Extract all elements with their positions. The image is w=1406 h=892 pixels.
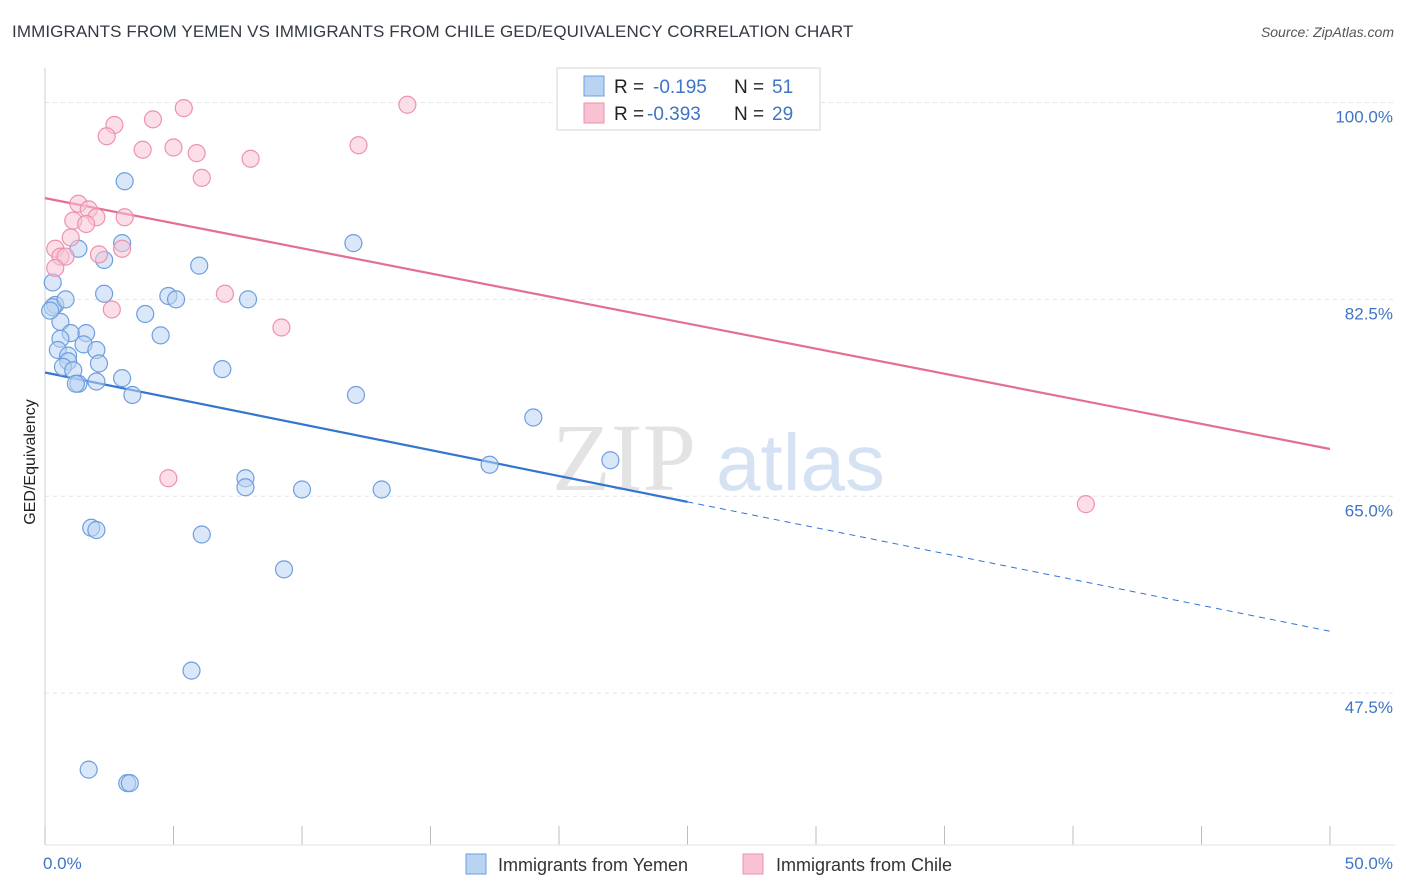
legend-r-value-yemen: -0.195 <box>653 77 707 98</box>
gridlines <box>45 102 1395 694</box>
y-tick-label: 100.0% <box>1335 108 1393 127</box>
chile-trend-line <box>44 197 1331 451</box>
yemen-point <box>87 520 106 540</box>
yemen-point <box>190 256 209 275</box>
yemen-point <box>346 385 366 405</box>
yemen-point <box>95 284 114 303</box>
chile-point <box>112 239 132 258</box>
legend-top: R = -0.195 N = 51 R = -0.393 N = 29 <box>556 67 821 131</box>
yemen-point <box>89 354 109 373</box>
yemen-point <box>66 374 85 393</box>
watermark-atlas: atlas <box>716 418 885 507</box>
chile-point <box>143 110 163 129</box>
yemen-point <box>41 301 60 320</box>
y-tick-label: 47.5% <box>1345 698 1393 717</box>
legend-n-value-chile: 29 <box>772 104 793 125</box>
yemen-point <box>56 290 75 309</box>
legend-n-label-chile: N = <box>734 104 764 125</box>
chart-title: IMMIGRANTS FROM YEMEN VS IMMIGRANTS FROM… <box>12 22 854 41</box>
yemen-trend-line <box>44 371 688 503</box>
chile-point <box>164 138 183 157</box>
legend-r-value-chile: -0.393 <box>647 104 701 125</box>
chile-point <box>56 247 75 266</box>
bottom-legend-label-chile: Immigrants from Chile <box>776 855 952 875</box>
x-tick-labels: 0.0% 50.0% <box>43 854 1393 873</box>
yemen-point <box>524 408 543 427</box>
chile-point <box>215 284 234 303</box>
trend-lines <box>44 197 1331 632</box>
chile-point <box>1076 495 1095 514</box>
yemen-point <box>166 290 186 309</box>
chile-point <box>174 99 193 118</box>
yemen-point <box>238 290 258 309</box>
bottom-legend-label-yemen: Immigrants from Yemen <box>498 855 688 875</box>
chile-point <box>272 318 291 337</box>
yemen-point <box>601 451 620 470</box>
chile-point <box>102 300 121 319</box>
bottom-legend-swatch-chile <box>742 853 764 875</box>
chile-point <box>133 140 152 159</box>
legend-r-label-yemen: R = <box>614 77 644 98</box>
legend-n-label-yemen: N = <box>734 77 764 98</box>
yemen-point <box>213 360 232 379</box>
yemen-point <box>480 455 499 474</box>
x-tick-label-max: 50.0% <box>1345 854 1393 873</box>
yemen-point <box>192 525 211 544</box>
yemen-point <box>274 560 294 579</box>
chile-point <box>89 245 109 264</box>
legend-n-value-yemen: 51 <box>772 77 793 98</box>
chile-point <box>115 208 134 227</box>
chile-point <box>187 144 206 163</box>
chile-point <box>349 136 368 155</box>
yemen-point <box>344 234 363 253</box>
chile-point <box>97 127 116 146</box>
bottom-legend-swatch-yemen <box>465 853 487 875</box>
scatter-points <box>41 95 1095 793</box>
yemen-point <box>372 480 391 499</box>
source-label: Source: ZipAtlas.com <box>1260 24 1394 40</box>
yemen-point <box>79 760 98 779</box>
y-tick-labels: 47.5% 65.0% 82.5% 100.0% <box>1335 108 1393 718</box>
legend-r-label-chile: R = <box>614 104 644 125</box>
chile-point <box>159 469 178 488</box>
y-tick-label: 65.0% <box>1345 501 1393 520</box>
chile-point <box>46 258 65 277</box>
chile-point <box>61 228 80 247</box>
yemen-point <box>120 774 139 793</box>
yemen-point <box>136 304 155 324</box>
yemen-point <box>236 478 255 497</box>
x-tick-label-min: 0.0% <box>43 854 82 873</box>
yemen-point <box>182 661 201 680</box>
legend-swatch-yemen <box>583 75 605 97</box>
axes <box>44 68 1395 846</box>
chile-point <box>192 168 211 187</box>
y-tick-label: 82.5% <box>1345 304 1393 323</box>
yemen-point <box>292 480 312 499</box>
watermark-zip: ZIP <box>552 404 696 511</box>
yemen-trend-extension <box>687 501 1331 632</box>
y-axis-label: GED/Equivalency <box>22 399 39 524</box>
yemen-point <box>112 369 132 388</box>
yemen-point <box>115 172 134 191</box>
yemen-point <box>151 326 170 345</box>
legend-bottom: Immigrants from Yemen Immigrants from Ch… <box>465 853 952 875</box>
yemen-point <box>123 385 142 405</box>
chile-point <box>398 95 417 114</box>
chile-point <box>77 214 96 234</box>
chile-point <box>241 149 260 168</box>
legend-swatch-chile <box>583 102 605 124</box>
yemen-point <box>87 372 106 391</box>
